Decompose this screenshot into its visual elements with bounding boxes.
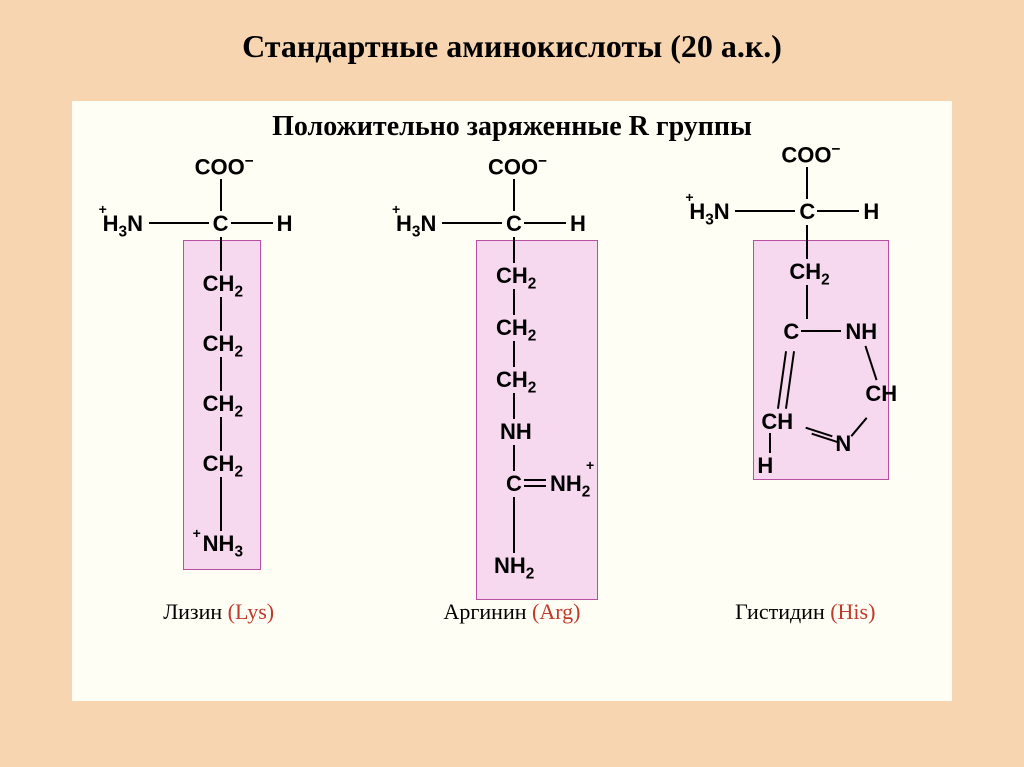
- chem-label: CH2: [203, 271, 243, 301]
- chem-label: H: [277, 211, 293, 237]
- amino-acid-lys: COO−H3N+CHCH2CH2CH2CH2NH3+: [79, 153, 359, 593]
- bond: [220, 237, 222, 271]
- chem-label: CH: [761, 409, 793, 435]
- bond: [220, 357, 222, 391]
- amino-acid-code: (Lys): [228, 599, 274, 624]
- bond: [524, 479, 546, 481]
- bond: [513, 497, 515, 553]
- slide: Стандартные аминокислоты (20 а.к.) Полож…: [0, 0, 1024, 767]
- chem-label: C: [506, 471, 522, 497]
- page-title: Стандартные аминокислоты (20 а.к.): [0, 0, 1024, 83]
- panel-subtitle: Положительно заряженные R группы: [72, 101, 952, 143]
- bond: [806, 225, 808, 259]
- chem-label: H3N: [103, 211, 143, 241]
- chem-label: N: [835, 431, 851, 457]
- amino-acid-name-ru: Лизин: [163, 599, 227, 624]
- chem-label: C: [506, 211, 522, 237]
- bond: [442, 222, 502, 224]
- bond: [524, 485, 546, 487]
- chem-label: CH2: [496, 367, 536, 397]
- chem-label: +: [685, 189, 693, 205]
- chem-label: COO−: [781, 141, 840, 168]
- bond: [149, 222, 209, 224]
- chem-label: COO−: [488, 153, 547, 180]
- chem-label: H: [863, 199, 879, 225]
- bond: [513, 179, 515, 211]
- bond: [231, 222, 273, 224]
- amino-acid-row: COO−H3N+CHCH2CH2CH2CH2NH3+COO−H3N+CHCH2C…: [72, 153, 952, 593]
- chem-label: CH2: [203, 451, 243, 481]
- amino-acid-name-ru: Гистидин: [735, 599, 830, 624]
- chem-label: NH: [500, 419, 532, 445]
- amino-acid-label-arg: Аргинин (Arg): [372, 599, 652, 625]
- chem-label: NH3: [203, 531, 243, 561]
- bond: [220, 477, 222, 531]
- chem-label: CH2: [203, 331, 243, 361]
- bond: [806, 167, 808, 199]
- chem-label: H3N: [689, 199, 729, 229]
- amino-acid-arg: COO−H3N+CHCH2CH2CH2NHCNH2+NH2: [372, 153, 652, 593]
- bond: [735, 210, 795, 212]
- chem-label: C: [213, 211, 229, 237]
- chem-label: NH2: [550, 471, 590, 501]
- chem-label: COO−: [195, 153, 254, 180]
- chem-label: NH2: [494, 553, 534, 583]
- bond: [220, 297, 222, 331]
- amino-acid-code: (Arg): [532, 599, 580, 624]
- chem-label: CH2: [203, 391, 243, 421]
- bond: [513, 445, 515, 471]
- amino-acid-name-ru: Аргинин: [443, 599, 532, 624]
- amino-acid-his: COO−H3N+CHCH2CNHCHNCHH: [665, 153, 945, 593]
- chem-label: CH: [865, 381, 897, 407]
- chem-label: C: [799, 199, 815, 225]
- chem-label: +: [392, 201, 400, 217]
- chem-label: C: [783, 319, 799, 345]
- bond: [769, 433, 771, 453]
- bond: [220, 179, 222, 211]
- chem-label: +: [586, 457, 594, 473]
- bond: [806, 285, 808, 319]
- chem-label: H: [757, 453, 773, 479]
- bond: [801, 330, 841, 332]
- amino-acid-label-his: Гистидин (His): [665, 599, 945, 625]
- chem-label: CH2: [496, 263, 536, 293]
- content-panel: Положительно заряженные R группы COO− H3N…: [72, 101, 952, 701]
- chem-label: NH: [845, 319, 877, 345]
- chem-label: CH2: [496, 315, 536, 345]
- chem-label: H: [570, 211, 586, 237]
- label-row: Лизин (Lys) Аргинин (Arg) Гистидин (His): [72, 599, 952, 625]
- amino-acid-label-lys: Лизин (Lys): [79, 599, 359, 625]
- r-group-highlight: [476, 240, 598, 600]
- chem-label: +: [193, 525, 201, 541]
- bond: [220, 417, 222, 451]
- chem-label: CH2: [789, 259, 829, 289]
- chem-label: +: [99, 201, 107, 217]
- bond: [817, 210, 859, 212]
- bond: [524, 222, 566, 224]
- amino-acid-code: (His): [830, 599, 875, 624]
- bond: [513, 237, 515, 263]
- chem-label: H3N: [396, 211, 436, 241]
